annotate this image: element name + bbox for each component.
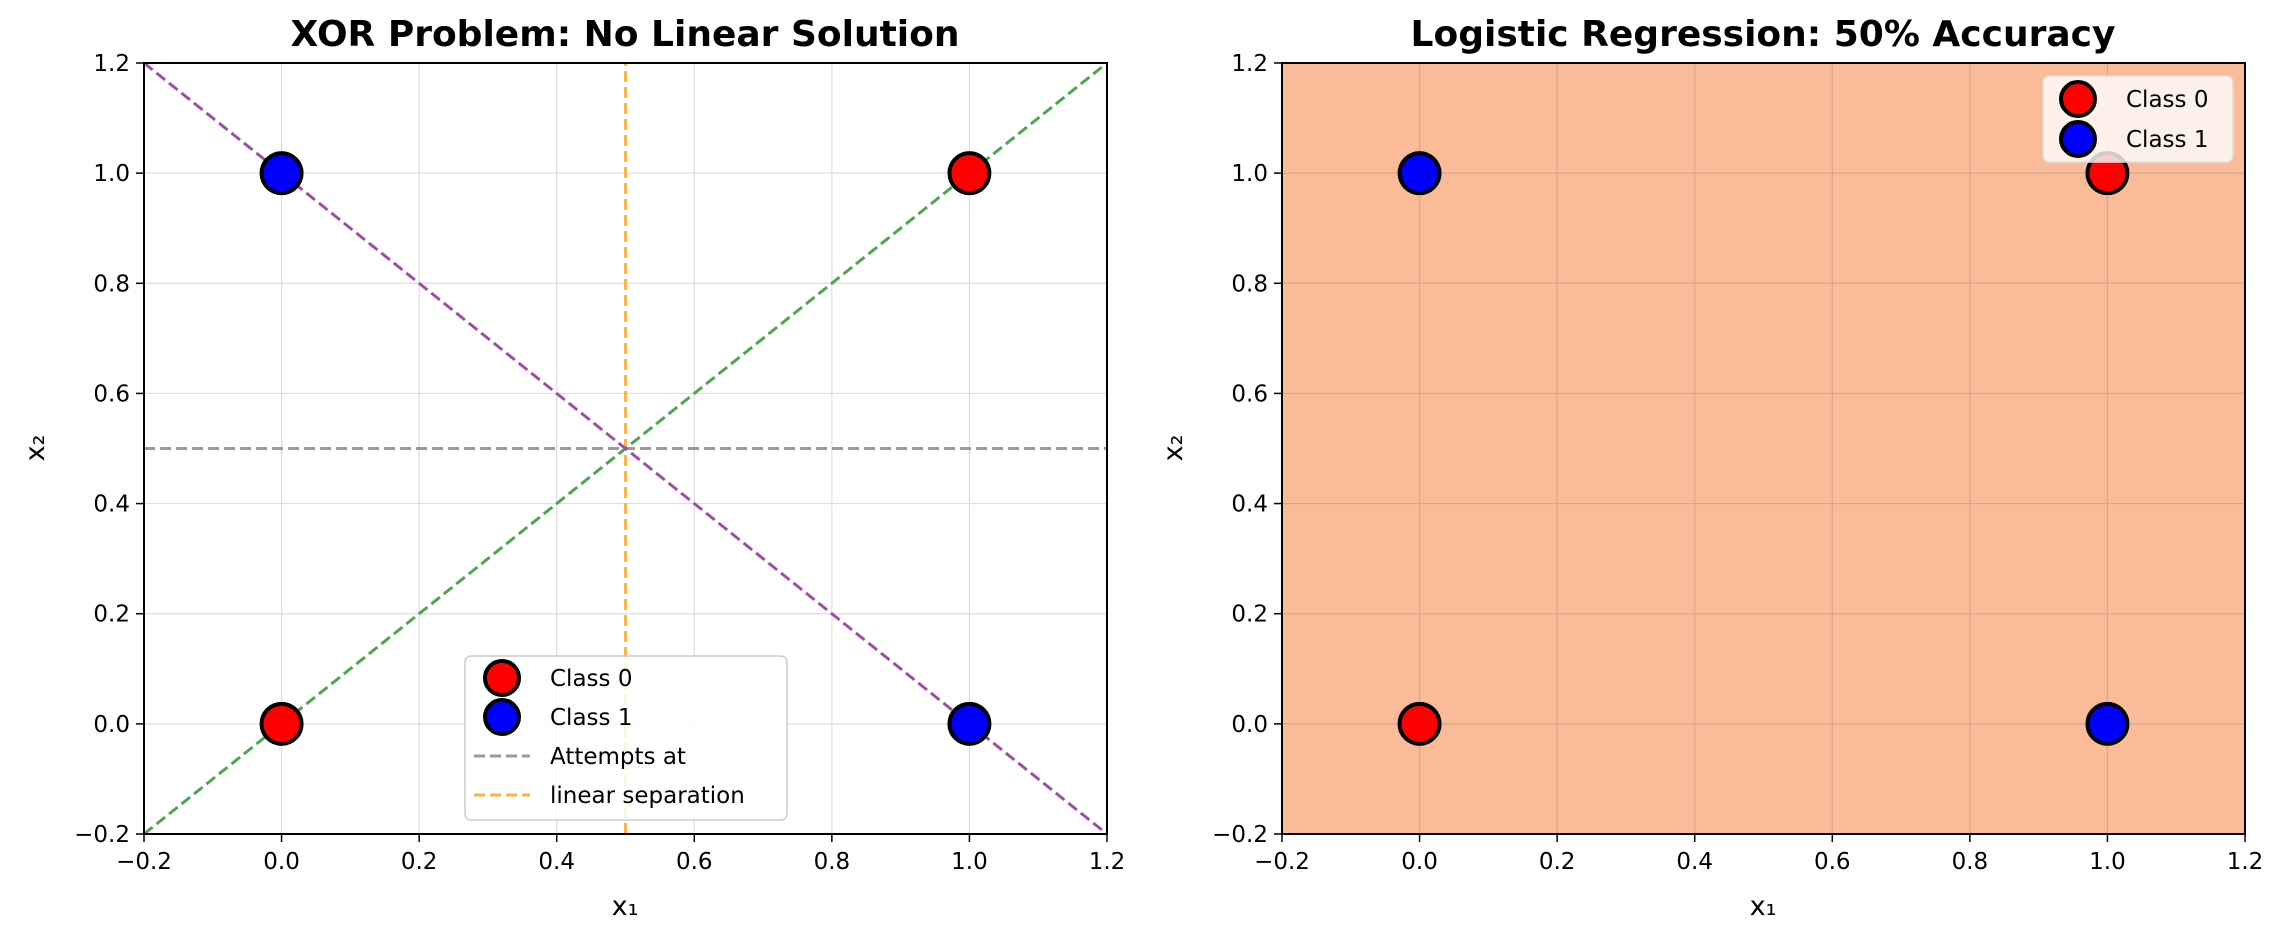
x-tick-label: 0.0 bbox=[1401, 849, 1438, 875]
chart-title-left: XOR Problem: No Linear Solution bbox=[290, 14, 959, 55]
x-tick-label: 1.2 bbox=[1089, 849, 1126, 875]
legend-label-class-0-right: Class 0 bbox=[2126, 87, 2208, 113]
legend-box-left bbox=[464, 655, 788, 821]
x-tick-label: 0.2 bbox=[1539, 849, 1576, 875]
point-class-1-left bbox=[259, 151, 304, 196]
legend-marker-class-0-right bbox=[2059, 80, 2097, 118]
y-tick-label: −0.2 bbox=[1212, 822, 1268, 848]
x-tick-label: 0.4 bbox=[538, 849, 575, 875]
legend-label-class-0: Class 0 bbox=[550, 666, 632, 692]
y-tick-label: 0.8 bbox=[93, 271, 130, 297]
x-tick-label: 1.0 bbox=[951, 849, 988, 875]
legend-left: Class 0 Class 1 Attempts at linear separ… bbox=[464, 655, 788, 821]
legend-label-linear-separation: linear separation bbox=[550, 783, 745, 809]
legend-marker-class-1-right bbox=[2059, 120, 2097, 158]
y-tick-label: −0.2 bbox=[74, 822, 130, 848]
y-tick-label: 0.2 bbox=[1231, 602, 1268, 628]
y-tick-label: 0.4 bbox=[1231, 492, 1268, 518]
legend-right: Class 0 Class 1 bbox=[2042, 75, 2234, 163]
y-tick-label: 1.0 bbox=[93, 161, 130, 187]
x-tick-label: 0.0 bbox=[263, 849, 300, 875]
point-class-1-left bbox=[947, 701, 992, 746]
ticks-right: −0.2 0.0 0.2 0.4 0.6 0.8 1.0 1.2 −0.2 0.0 0.2 0.4 0.… bbox=[1212, 51, 2263, 875]
point-class-1-right bbox=[1397, 151, 1442, 196]
x-tick-label: 0.6 bbox=[1814, 849, 1851, 875]
point-class-1-right bbox=[2085, 701, 2130, 746]
axes-frame-left bbox=[143, 62, 1108, 835]
legend-label-class-1: Class 1 bbox=[550, 705, 632, 731]
y-axis-label-left: x₂ bbox=[20, 435, 51, 462]
legend-marker-class-1 bbox=[483, 698, 521, 736]
x-tick-label: 1.2 bbox=[2227, 849, 2264, 875]
axes-frame-right bbox=[1281, 62, 2246, 835]
ticks-left: −0.2 0.0 0.2 0.4 0.6 0.8 1.0 1.2 −0.2 0.0 0.2 0.4 0.… bbox=[74, 51, 1125, 875]
x-tick-label: 0.6 bbox=[676, 849, 713, 875]
y-tick-label: 1.2 bbox=[93, 51, 130, 77]
point-class-0-left bbox=[947, 151, 992, 196]
y-axis-label-right: x₂ bbox=[1158, 435, 1189, 462]
x-axis-label-left: x₁ bbox=[612, 891, 639, 922]
legend-label-class-1-right: Class 1 bbox=[2126, 127, 2208, 153]
y-tick-label: 0.8 bbox=[1231, 271, 1268, 297]
x-tick-label: 0.2 bbox=[401, 849, 438, 875]
legend-marker-class-0 bbox=[483, 659, 521, 697]
chart-title-right: Logistic Regression: 50% Accuracy bbox=[1411, 14, 2116, 55]
data-points-right bbox=[1397, 151, 2130, 746]
y-tick-label: 1.0 bbox=[1231, 161, 1268, 187]
x-tick-label: 0.8 bbox=[814, 849, 851, 875]
data-points-left bbox=[259, 151, 992, 746]
x-tick-label: 1.0 bbox=[2089, 849, 2126, 875]
xor-chart: −0.2 0.0 0.2 0.4 0.6 0.8 1.0 1.2 −0.2 0.0 0.2 0.4 0.… bbox=[20, 14, 1125, 922]
y-tick-label: 1.2 bbox=[1231, 51, 1268, 77]
point-class-0-right bbox=[1397, 701, 1442, 746]
x-axis-label-right: x₁ bbox=[1750, 891, 1777, 922]
x-tick-label: −0.2 bbox=[1254, 849, 1310, 875]
plot-area-right bbox=[1282, 63, 2245, 834]
point-class-0-left bbox=[259, 701, 304, 746]
x-tick-label: 0.8 bbox=[1952, 849, 1989, 875]
x-tick-label: −0.2 bbox=[116, 849, 172, 875]
legend-label-attempts: Attempts at bbox=[550, 744, 686, 770]
y-tick-label: 0.6 bbox=[93, 381, 130, 407]
y-tick-label: 0.0 bbox=[93, 712, 130, 738]
y-tick-label: 0.4 bbox=[93, 492, 130, 518]
x-tick-label: 0.4 bbox=[1676, 849, 1713, 875]
y-tick-label: 0.6 bbox=[1231, 381, 1268, 407]
y-tick-label: 0.0 bbox=[1231, 712, 1268, 738]
logistic-regression-chart: −0.2 0.0 0.2 0.4 0.6 0.8 1.0 1.2 −0.2 0.0 0.2 0.4 0.… bbox=[1158, 14, 2263, 922]
y-tick-label: 0.2 bbox=[93, 602, 130, 628]
separation-line-3 bbox=[143, 61, 1108, 836]
